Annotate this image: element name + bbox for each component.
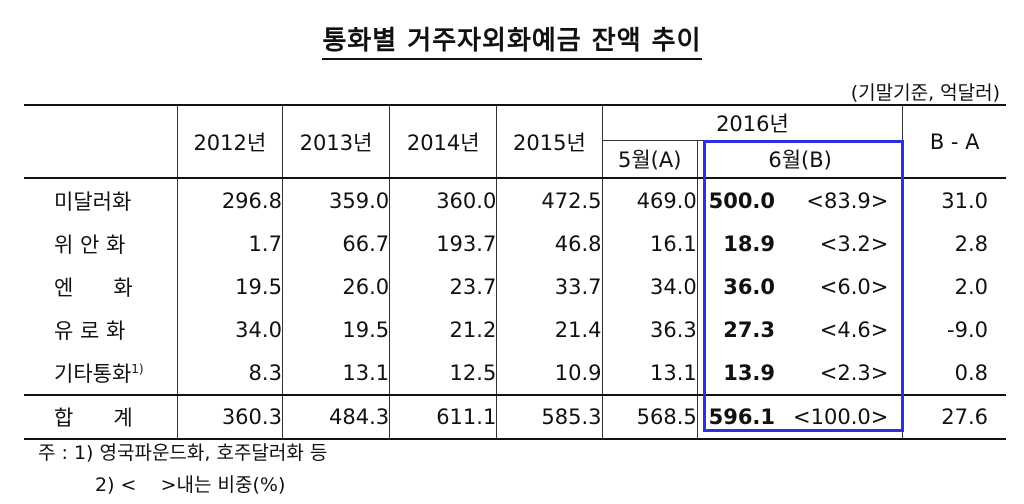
cell-2012: 8.3 (177, 351, 283, 395)
footnote-1: 주 : 1) 영국파운드화, 호주달러화 등 (38, 442, 328, 464)
cell-2012: 34.0 (177, 308, 283, 351)
row-label: 위 안 화 (24, 222, 178, 265)
table-title: 통화별 거주자외화예금 잔액 추이 (0, 20, 1024, 60)
row-label: 엔 화 (24, 265, 178, 308)
cell-2012: 19.5 (177, 265, 283, 308)
header-diff: B - A (902, 104, 1006, 179)
cell-ratio: <4.6> (793, 308, 904, 351)
cell-2015: 33.7 (496, 265, 603, 308)
total-row: 합 계 360.3 484.3 611.1 585.3 568.5 596.1 … (24, 394, 1006, 440)
cell-2013: 66.7 (282, 222, 391, 265)
table-row: 위 안 화 1.7 66.7 193.7 46.8 16.1 18.9 <3.2… (24, 222, 1006, 265)
row-label: 미달러화 (24, 178, 178, 222)
cell-june: 18.9 (723, 231, 776, 256)
total-diff: 27.6 (902, 394, 1006, 440)
table-row: 기타통화1) 8.3 13.1 12.5 10.9 13.1 13.9 <2.3… (24, 351, 1006, 395)
cell-2014: 193.7 (389, 222, 498, 265)
total-ratio: <100.0> (793, 394, 904, 440)
cell-2012: 1.7 (177, 222, 283, 265)
cell-may: 34.0 (602, 265, 698, 308)
total-label: 합 계 (24, 394, 178, 440)
cell-may: 36.3 (602, 308, 698, 351)
cell-2015: 10.9 (496, 351, 603, 395)
cell-ratio: <6.0> (793, 265, 904, 308)
cell-2013: 359.0 (282, 178, 391, 222)
cell-2014: 23.7 (389, 265, 498, 308)
total-2014: 611.1 (389, 394, 498, 440)
cell-ratio: <3.2> (793, 222, 904, 265)
cell-diff: 0.8 (954, 360, 988, 385)
cell-2014: 360.0 (389, 178, 498, 222)
footnote-2: 2) < >내는 비중(%) (95, 474, 286, 496)
cell-2014: 21.2 (389, 308, 498, 351)
total-june: 596.1 (697, 394, 794, 440)
unit-note: (기말기준, 억달러) (850, 82, 1000, 104)
header-june: 6월(B) (697, 140, 904, 178)
table-row: 엔 화 19.5 26.0 23.7 33.7 34.0 36.0 <6.0> … (24, 265, 1006, 308)
total-2012: 360.3 (177, 394, 283, 440)
row-label: 기타통화1) (24, 351, 178, 395)
cell-may: 469.0 (602, 178, 698, 222)
total-2013: 484.3 (282, 394, 391, 440)
cell-2013: 13.1 (282, 351, 391, 395)
cell-diff: 2.8 (954, 231, 988, 256)
header-2012: 2012년 (177, 104, 283, 179)
cell-2014: 12.5 (389, 351, 498, 395)
cell-june: 36.0 (723, 274, 776, 299)
header-blank (24, 104, 178, 179)
deposit-table: 2012년 2013년 2014년 2015년 2016년 B - A 5월(A… (24, 104, 1006, 440)
header-2014: 2014년 (389, 104, 498, 179)
table-row: 유 로 화 34.0 19.5 21.2 21.4 36.3 27.3 <4.6… (24, 308, 1006, 351)
cell-may: 13.1 (602, 351, 698, 395)
cell-2015: 472.5 (496, 178, 603, 222)
cell-2015: 46.8 (496, 222, 603, 265)
total-may: 568.5 (602, 394, 698, 440)
cell-2012: 296.8 (177, 178, 283, 222)
cell-2013: 19.5 (282, 308, 391, 351)
header-2016: 2016년 (602, 104, 904, 141)
cell-june: 27.3 (723, 317, 776, 342)
cell-2015: 21.4 (496, 308, 603, 351)
cell-diff: -9.0 (947, 317, 988, 342)
header-may: 5월(A) (602, 140, 698, 178)
cell-may: 16.1 (602, 222, 698, 265)
cell-june: 500.0 (708, 188, 776, 213)
header-2013: 2013년 (282, 104, 391, 179)
cell-ratio: <83.9> (793, 178, 904, 222)
cell-june: 13.9 (723, 360, 776, 385)
cell-diff: 2.0 (954, 274, 988, 299)
footnote-marker: 1) (131, 361, 144, 376)
cell-diff: 31.0 (941, 188, 988, 213)
header-2015: 2015년 (496, 104, 603, 179)
total-2015: 585.3 (496, 394, 603, 440)
cell-2013: 26.0 (282, 265, 391, 308)
cell-ratio: <2.3> (793, 351, 904, 395)
row-label: 유 로 화 (24, 308, 178, 351)
table-row: 미달러화 296.8 359.0 360.0 472.5 469.0 500.0… (24, 178, 1006, 222)
